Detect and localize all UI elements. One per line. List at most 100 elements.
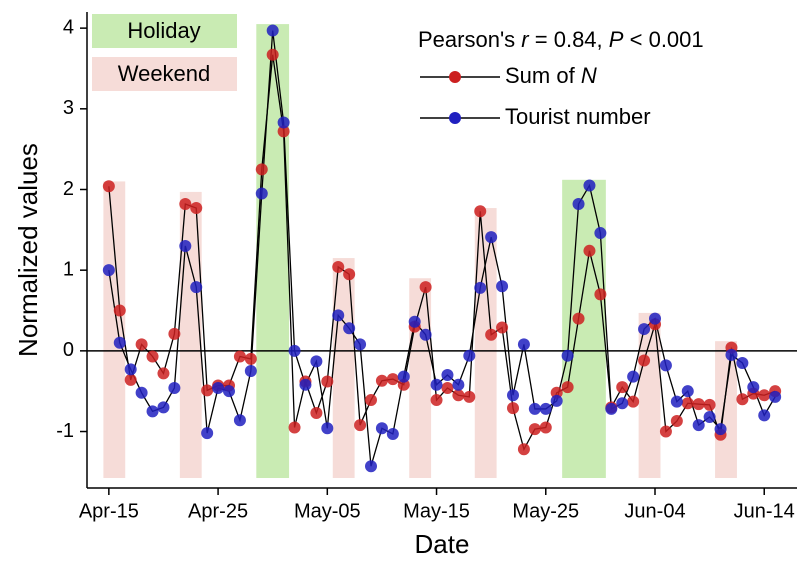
series-point xyxy=(223,385,235,398)
series-point xyxy=(146,350,159,363)
series-point xyxy=(255,163,268,176)
series-point xyxy=(408,315,421,328)
series-point xyxy=(528,402,541,415)
series-point xyxy=(463,349,476,362)
region-legend-label: Weekend xyxy=(118,61,211,86)
series-point xyxy=(212,381,225,394)
series-point xyxy=(135,386,148,399)
series-point xyxy=(627,370,640,383)
series-point xyxy=(255,187,268,200)
series-point xyxy=(430,378,443,391)
legend-marker xyxy=(449,112,461,124)
series-point xyxy=(594,288,607,301)
series-point xyxy=(135,338,148,351)
series-point xyxy=(157,401,170,414)
legend-marker xyxy=(449,71,461,83)
series-point xyxy=(539,421,552,434)
series-point xyxy=(332,309,345,322)
series-point xyxy=(419,328,432,341)
series-point xyxy=(288,421,301,434)
series-point xyxy=(594,227,607,240)
series-point xyxy=(572,198,585,211)
x-tick-label: Apr-15 xyxy=(79,500,139,522)
series-point xyxy=(561,349,574,362)
series-point xyxy=(736,356,749,369)
series-point xyxy=(321,375,334,388)
series-point xyxy=(386,373,399,386)
legend-label: Sum of N xyxy=(505,63,597,88)
series-point xyxy=(496,280,509,293)
series-point xyxy=(485,231,498,244)
series-point xyxy=(692,419,705,432)
x-tick-label: May-15 xyxy=(403,500,470,522)
y-tick-label: 3 xyxy=(63,97,74,119)
y-tick-label: 4 xyxy=(63,16,74,38)
x-tick-label: Jun-14 xyxy=(734,500,795,522)
series-point xyxy=(386,427,399,440)
series-point xyxy=(266,48,279,61)
series-point xyxy=(168,327,181,340)
series-point xyxy=(310,406,323,419)
series-point xyxy=(179,239,192,252)
series-point xyxy=(758,409,771,422)
series-point xyxy=(463,390,476,403)
series-point xyxy=(670,415,683,428)
series-point xyxy=(638,354,651,367)
series-point xyxy=(703,411,716,424)
series-point xyxy=(714,423,727,436)
series-point xyxy=(157,367,170,380)
series-point xyxy=(507,402,519,415)
series-point xyxy=(310,355,323,368)
series-point xyxy=(299,378,312,391)
series-point xyxy=(681,385,694,398)
series-point xyxy=(365,460,377,473)
series-point xyxy=(452,378,465,391)
x-tick-label: Jun-04 xyxy=(624,500,685,522)
y-tick-label: 0 xyxy=(63,339,74,361)
series-point xyxy=(605,402,618,415)
series-point xyxy=(113,304,126,317)
series-point xyxy=(365,394,377,407)
region-1 xyxy=(638,312,661,478)
series-point xyxy=(244,352,257,365)
x-axis-title: Date xyxy=(415,529,470,559)
series-point xyxy=(681,397,694,410)
region-0 xyxy=(256,24,290,479)
series-point xyxy=(430,394,443,407)
series-point xyxy=(113,336,126,349)
series-point xyxy=(233,414,246,427)
series-point xyxy=(441,369,454,382)
series-point xyxy=(441,381,454,394)
series-point xyxy=(583,179,596,192)
series-point xyxy=(244,365,257,378)
region-1 xyxy=(474,208,497,478)
series-point xyxy=(397,370,410,383)
series-point xyxy=(725,348,738,361)
series-point xyxy=(517,338,530,351)
series-point xyxy=(659,425,672,438)
series-point xyxy=(572,312,585,325)
series-point xyxy=(485,328,498,341)
series-point xyxy=(583,244,596,257)
regions xyxy=(87,24,797,479)
y-tick-label: 2 xyxy=(63,178,74,200)
y-tick-label: 1 xyxy=(63,258,74,280)
series-point xyxy=(233,350,246,363)
series-point xyxy=(321,422,334,435)
series-point xyxy=(332,260,345,273)
series-point xyxy=(747,381,760,394)
region-legend-swatch xyxy=(92,14,237,48)
legend-label: Tourist number xyxy=(505,104,651,129)
series-point xyxy=(736,393,749,406)
region-legend-swatch xyxy=(92,57,237,91)
series-point xyxy=(616,381,629,394)
series-point xyxy=(550,394,563,407)
series-point xyxy=(638,323,651,336)
series-point xyxy=(288,344,301,357)
region-1 xyxy=(179,191,202,478)
x-tick-label: May-25 xyxy=(512,500,579,522)
series-point xyxy=(354,419,367,432)
series-point xyxy=(124,373,137,386)
series-point xyxy=(528,423,541,436)
